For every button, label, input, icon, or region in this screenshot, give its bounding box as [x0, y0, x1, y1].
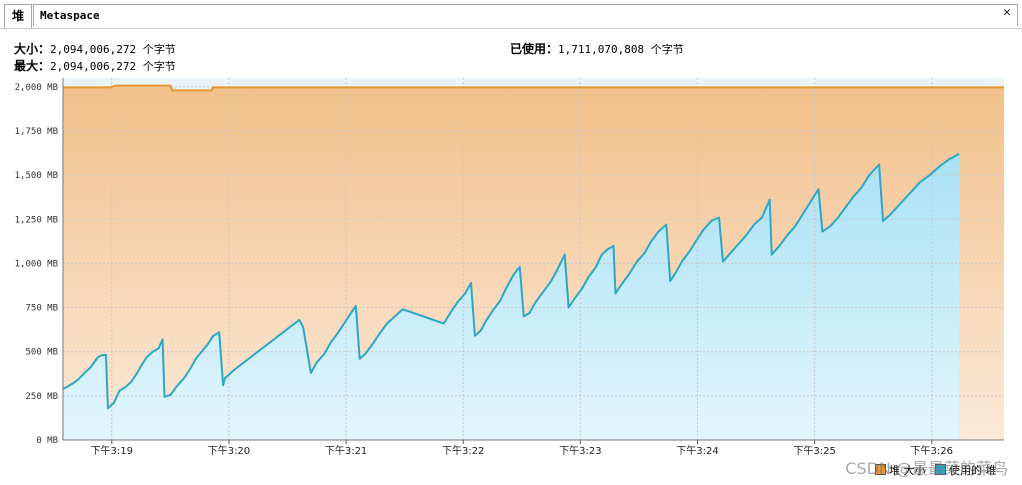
used-value: 1,711,070,808 个字节 [558, 43, 684, 56]
heap-max-info: 最大：2,094,006,272 个字节 [14, 57, 176, 74]
y-tick-label: 2,000 MB [15, 83, 58, 93]
y-tick-label: 0 MB [36, 436, 58, 446]
y-tick-label: 500 MB [25, 348, 58, 358]
heap-size-line [63, 84, 1004, 92]
close-icon[interactable]: ✕ [1003, 5, 1011, 20]
size-label: 大小： [14, 42, 51, 56]
heap-used-area [63, 153, 960, 440]
y-tick-label: 1,000 MB [15, 259, 58, 269]
y-tick-label: 250 MB [25, 392, 58, 402]
heap-used-info: 已使用：1,711,070,808 个字节 [510, 40, 684, 57]
y-tick-label: 1,750 MB [15, 127, 58, 137]
legend-used-label: 使用的 堆 [949, 464, 997, 477]
heap-chart: 0 MB 250 MB 500 MB 750 MB 1,000 MB 1,250 MB 1,… [15, 78, 1004, 457]
tab-bar: 堆 Metaspace ✕ [0, 0, 1022, 29]
used-label: 已使用： [510, 42, 559, 56]
y-tick-label: 1,500 MB [15, 171, 58, 181]
x-tick-label: 下午3:24 [676, 444, 718, 457]
x-tick-label: 下午3:23 [559, 444, 601, 457]
heap-size-info: 大小：2,094,006,272 个字节 [14, 40, 176, 57]
legend-swatch-size [875, 464, 886, 475]
x-tick-label: 下午3:25 [793, 444, 835, 457]
legend-swatch-used [935, 464, 946, 475]
max-value: 2,094,006,272 个字节 [50, 60, 176, 73]
max-label: 最大： [14, 59, 51, 73]
x-tick-label: 下午3:19 [91, 444, 133, 457]
x-tick-label: 下午3:21 [325, 444, 367, 457]
tab-heap[interactable]: 堆 [4, 4, 32, 28]
y-tick-label: 1,250 MB [15, 215, 58, 225]
y-tick-label: 750 MB [25, 304, 58, 314]
csdn-watermark: CSDN @最最菜的菜鸟 [845, 459, 1008, 478]
chart-legend: 堆 大小 使用的 堆 [875, 462, 997, 478]
x-tick-label: 下午3:26 [911, 444, 953, 457]
heap-used-line [62, 153, 960, 410]
legend-size-label: 堆 大小 [889, 464, 926, 477]
tab-metaspace[interactable]: Metaspace [33, 4, 1018, 26]
size-value: 2,094,006,272 个字节 [50, 43, 176, 56]
x-tick-label: 下午3:22 [442, 444, 484, 457]
x-tick-label: 下午3:20 [208, 444, 250, 457]
